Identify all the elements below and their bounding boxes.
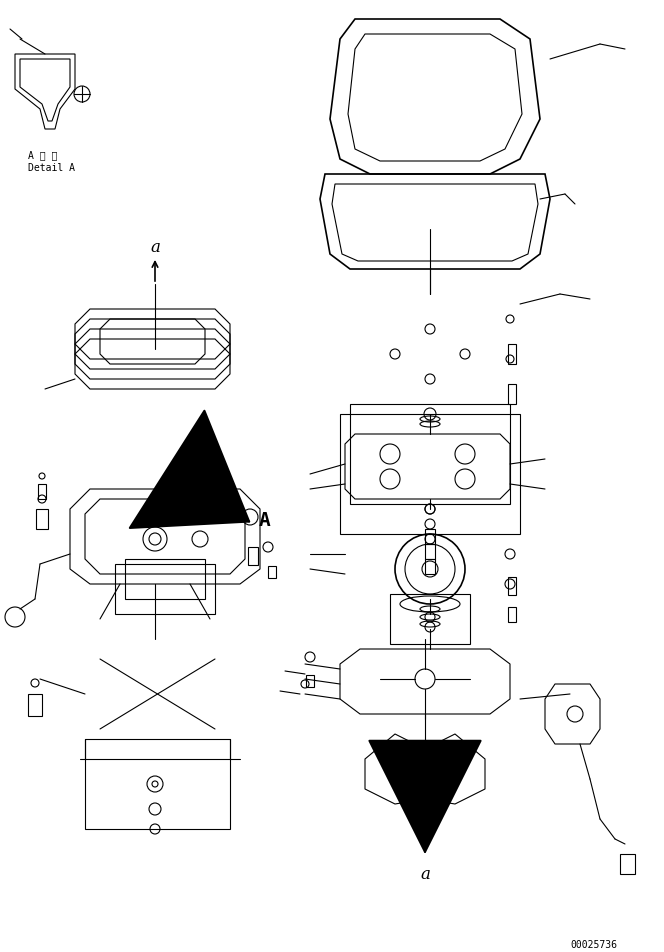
Bar xyxy=(390,594,470,645)
Bar xyxy=(425,529,435,545)
Text: A 詳 細: A 詳 細 xyxy=(28,149,57,160)
Bar xyxy=(350,405,510,505)
Bar xyxy=(248,547,258,565)
Bar xyxy=(28,694,42,716)
Bar xyxy=(425,545,435,560)
Text: a: a xyxy=(420,865,430,883)
Bar xyxy=(125,560,205,600)
Bar xyxy=(425,560,435,574)
Bar xyxy=(85,739,230,829)
Bar xyxy=(340,414,520,534)
Bar xyxy=(38,485,46,500)
Bar xyxy=(508,345,516,365)
Bar xyxy=(115,565,215,614)
Text: Detail A: Detail A xyxy=(28,163,75,173)
Bar xyxy=(36,509,48,529)
Bar xyxy=(268,566,276,579)
Bar xyxy=(508,607,516,623)
Bar xyxy=(306,675,314,687)
Bar xyxy=(508,385,516,405)
Bar xyxy=(620,854,635,874)
Text: A: A xyxy=(259,510,271,529)
Text: 00025736: 00025736 xyxy=(570,939,617,949)
Bar xyxy=(508,578,516,595)
Text: a: a xyxy=(150,239,160,256)
